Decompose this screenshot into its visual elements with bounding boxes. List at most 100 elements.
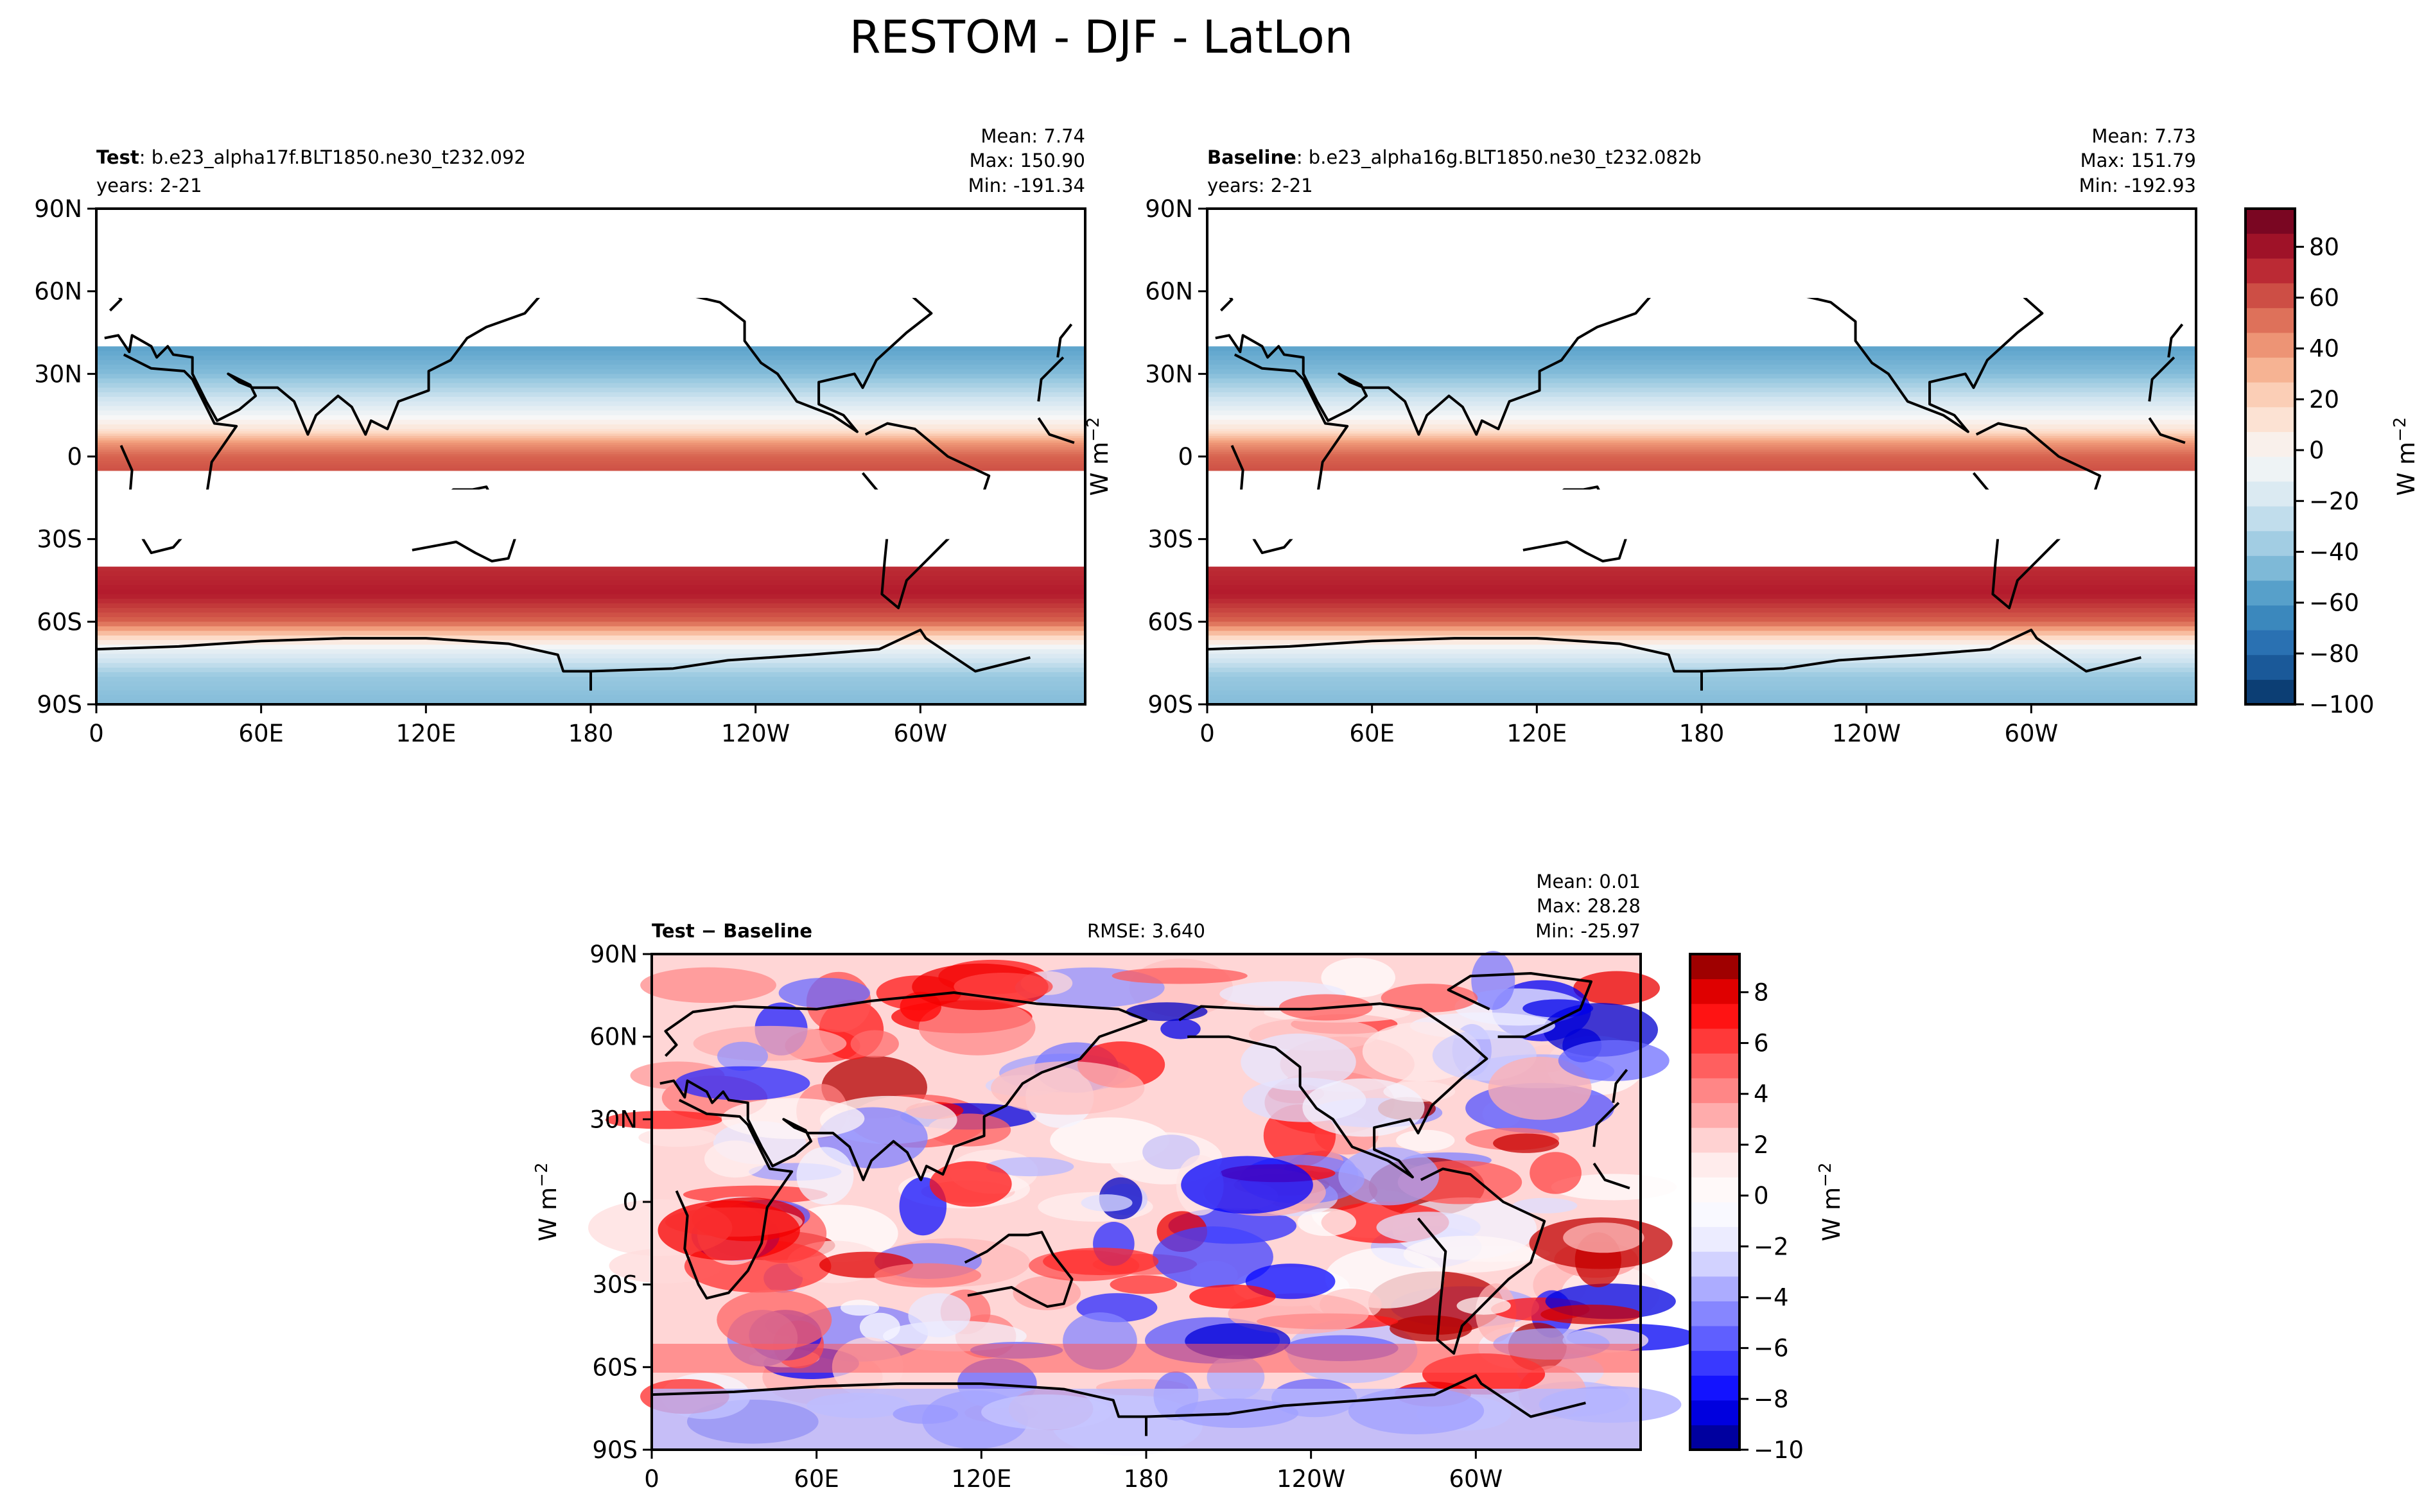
base-ytick-label: 60N bbox=[1145, 278, 1193, 306]
difference-label: Test − Baseline bbox=[652, 920, 812, 942]
base-band bbox=[1207, 360, 2196, 366]
base-band bbox=[1207, 695, 2196, 700]
cb1-level bbox=[2246, 555, 2295, 581]
diff-xtick-label: 120W bbox=[1277, 1465, 1345, 1493]
cb1-level bbox=[2246, 382, 2295, 408]
test-label-bold: Test bbox=[96, 146, 139, 168]
cb2-level bbox=[1690, 1375, 1740, 1401]
cb2-level bbox=[1690, 1152, 1740, 1177]
base-band bbox=[1207, 589, 2196, 595]
diff-anomaly-blob bbox=[874, 1263, 982, 1288]
cb1-level bbox=[2246, 630, 2295, 656]
base-ytick-label: 90S bbox=[1147, 691, 1193, 718]
difference-coastlines bbox=[651, 972, 1630, 1436]
test-ytick-label: 30N bbox=[34, 360, 82, 388]
base-band bbox=[1207, 447, 2196, 451]
baseline-colorbar: 80 60 40 20 0 −20 −40 −60 −80 −100 W m−2 bbox=[2244, 207, 2420, 718]
baseline-colorbar-ticks: 80 60 40 20 0 −20 −40 −60 −80 −100 bbox=[2295, 233, 2375, 718]
base-band bbox=[1207, 445, 2196, 448]
test-band bbox=[96, 449, 1085, 453]
diff-anomaly-blob bbox=[1530, 1152, 1582, 1194]
test-y-axis: 90N 60N 30N 0 30S 60S 90S bbox=[34, 195, 96, 718]
cb1-level bbox=[2246, 530, 2295, 556]
diff-anomaly-blob bbox=[704, 1140, 766, 1178]
test-coast-south-america bbox=[861, 422, 991, 609]
diff-coast-south-america bbox=[1417, 1167, 1546, 1355]
base-band bbox=[1207, 571, 2196, 577]
base-xtick-label: 120W bbox=[1832, 720, 1901, 747]
diff-anomaly-blob bbox=[721, 1098, 865, 1140]
cb2-tick-label: 4 bbox=[1754, 1081, 1769, 1108]
test-band bbox=[96, 355, 1085, 361]
diff-anomaly-blob bbox=[1390, 1315, 1472, 1342]
test-ylabel-text: W m bbox=[1086, 442, 1113, 496]
diff-anomaly-blob bbox=[796, 1147, 854, 1205]
base-band bbox=[1207, 626, 2196, 632]
base-band bbox=[1207, 351, 2196, 356]
test-band bbox=[96, 626, 1085, 632]
diff-ytick-label: 60S bbox=[592, 1353, 638, 1381]
test-band bbox=[96, 580, 1085, 586]
base-band bbox=[1207, 649, 2196, 655]
test-case-name: : b.e23_alpha17f.BLT1850.ne30_t232.092 bbox=[139, 146, 526, 168]
diff-anomaly-blob bbox=[1396, 1129, 1455, 1152]
diff-xtick-label: 120E bbox=[951, 1465, 1011, 1493]
test-band bbox=[96, 585, 1085, 591]
base-band bbox=[1207, 387, 2196, 393]
diff-anomaly-blob bbox=[1297, 1208, 1357, 1237]
diff-anomaly-blob bbox=[1573, 971, 1661, 1005]
base-ytick-label: 0 bbox=[1178, 443, 1193, 471]
base-band bbox=[1207, 440, 2196, 444]
diff-anomaly-blob bbox=[1043, 1247, 1159, 1276]
diff-coast-greenland bbox=[1447, 972, 1592, 1038]
diff-xtick-label: 60E bbox=[794, 1465, 839, 1493]
difference-colorbar-ticks: 8 6 4 2 0 −2 −4 −6 −8 −10 bbox=[1740, 978, 1804, 1464]
diff-anomaly-blob bbox=[850, 1030, 899, 1058]
difference-y-axis: 90N 60N 30N 0 30S 60S 90S bbox=[589, 941, 652, 1464]
test-band bbox=[96, 695, 1085, 700]
diff-anomaly-blob bbox=[1403, 1235, 1533, 1273]
test-ytick-label: 30S bbox=[37, 526, 82, 553]
base-band bbox=[1207, 635, 2196, 641]
diff-ytick-label: 30S bbox=[592, 1271, 638, 1299]
diff-coast-north-america bbox=[1178, 1002, 1488, 1179]
cb2-level bbox=[1690, 1177, 1740, 1203]
baseline-colorbar-label-exp: −2 bbox=[2391, 417, 2410, 442]
diff-xtick-label: 0 bbox=[644, 1465, 659, 1493]
diff-anomaly-blob bbox=[675, 1066, 810, 1100]
cb1-level bbox=[2246, 580, 2295, 606]
test-band bbox=[96, 594, 1085, 600]
base-band bbox=[1207, 575, 2196, 581]
baseline-label: Baseline: b.e23_alpha16g.BLT1850.ne30_t2… bbox=[1207, 146, 1702, 168]
cb1-level bbox=[2246, 481, 2295, 507]
base-ytick-label: 90N bbox=[1145, 195, 1193, 223]
diff-anomaly-blob bbox=[1110, 1275, 1178, 1294]
base-coast-south-america bbox=[1972, 422, 2102, 609]
test-band bbox=[96, 465, 1085, 469]
base-xtick-label: 60E bbox=[1349, 720, 1394, 747]
base-band bbox=[1207, 607, 2196, 614]
base-band bbox=[1207, 585, 2196, 591]
base-band bbox=[1207, 594, 2196, 600]
base-band bbox=[1207, 467, 2196, 471]
diff-anomaly-blob bbox=[638, 1127, 717, 1147]
diff-anomaly-blob bbox=[1160, 1018, 1201, 1039]
test-xtick-label: 120W bbox=[721, 720, 790, 747]
baseline-colorbar-frame bbox=[2244, 207, 2296, 706]
diff-ytick-label: 0 bbox=[622, 1188, 638, 1216]
cb2-level bbox=[1690, 978, 1740, 1004]
cb2-level bbox=[1690, 1127, 1740, 1153]
test-max: Max: 150.90 bbox=[970, 150, 1085, 171]
diff-southern-ocean-band bbox=[652, 1344, 1641, 1373]
diff-anomaly-blob bbox=[1540, 1304, 1642, 1325]
cb2-tick-label: 8 bbox=[1754, 978, 1769, 1006]
base-band bbox=[1207, 355, 2196, 361]
base-band bbox=[1207, 458, 2196, 462]
diff-anomaly-blob bbox=[640, 967, 776, 1004]
cb2-level bbox=[1690, 1425, 1740, 1450]
diff-ytick-label: 90S bbox=[592, 1436, 638, 1464]
baseline-colorbar-label: W m−2 bbox=[2391, 417, 2420, 496]
diff-ytick-label: 30N bbox=[589, 1106, 638, 1133]
base-band bbox=[1207, 454, 2196, 457]
